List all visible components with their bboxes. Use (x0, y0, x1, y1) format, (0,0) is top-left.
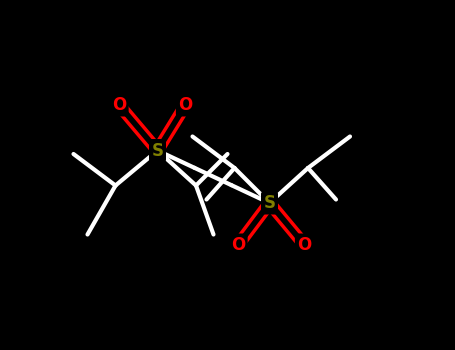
Text: O: O (298, 236, 312, 254)
Text: O: O (178, 96, 192, 114)
Text: S: S (263, 194, 275, 212)
Text: S: S (152, 141, 163, 160)
Text: O: O (231, 236, 245, 254)
Text: O: O (112, 96, 126, 114)
